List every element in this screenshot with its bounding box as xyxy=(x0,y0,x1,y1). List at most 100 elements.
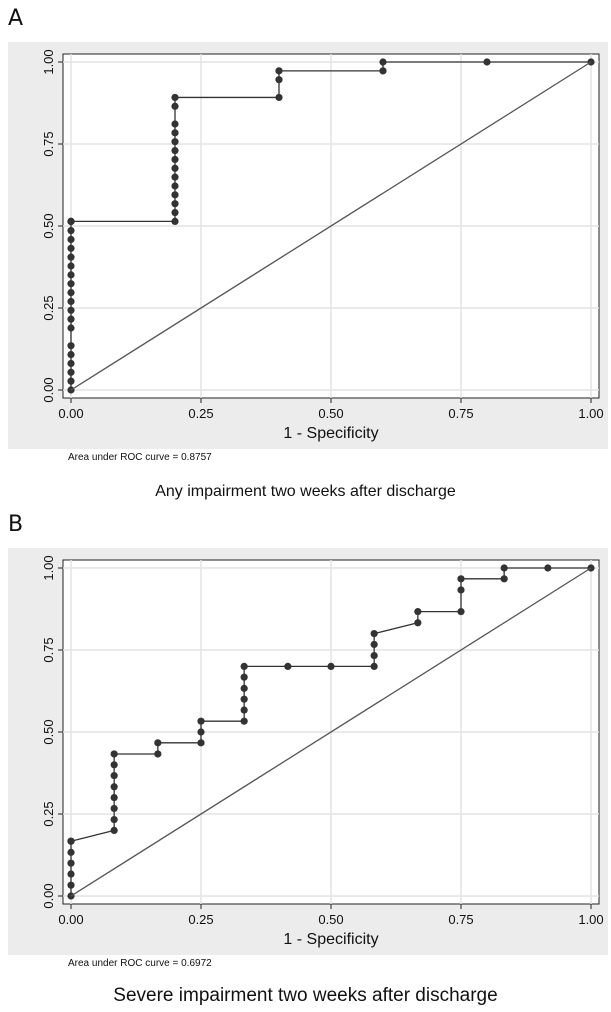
roc-point xyxy=(544,564,552,572)
x-tick-label: 0.75 xyxy=(448,406,473,421)
roc-point xyxy=(379,58,387,66)
roc-point xyxy=(67,315,75,323)
roc-point xyxy=(370,651,378,660)
roc-point xyxy=(379,67,387,75)
x-axis-title: 1 - Specificity xyxy=(283,931,378,948)
y-tick-label: 0.25 xyxy=(41,295,56,320)
roc-point xyxy=(370,662,378,670)
roc-point xyxy=(370,630,378,638)
roc-point xyxy=(67,870,75,878)
roc-point xyxy=(457,575,465,583)
roc-point xyxy=(67,350,75,359)
roc-point xyxy=(197,728,205,736)
reference-line xyxy=(70,567,592,897)
y-tick-label: 0.50 xyxy=(41,213,56,238)
auc-annotation: Area under ROC curve = 0.6972 xyxy=(68,958,212,969)
y-tick-label: 1.00 xyxy=(41,49,56,74)
roc-point xyxy=(67,288,75,297)
roc-point xyxy=(110,826,118,834)
roc-point xyxy=(457,586,465,594)
roc-point xyxy=(171,146,179,155)
chart-caption: Any impairment two weeks after discharge xyxy=(155,483,456,500)
roc-point xyxy=(275,76,283,84)
roc-point xyxy=(154,739,162,747)
roc-point xyxy=(171,217,179,226)
roc-point xyxy=(67,271,75,279)
roc-point xyxy=(240,662,248,670)
roc-point xyxy=(110,815,118,824)
roc-point xyxy=(67,226,75,235)
roc-point xyxy=(500,575,508,583)
x-tick-label: 0.00 xyxy=(58,912,83,927)
roc-curve xyxy=(70,61,591,390)
roc-point xyxy=(171,129,179,137)
roc-point xyxy=(240,717,248,725)
roc-point xyxy=(154,750,162,758)
roc-point xyxy=(414,619,422,627)
roc-point xyxy=(483,58,491,66)
roc-point xyxy=(67,253,75,261)
roc-point xyxy=(414,608,422,616)
roc-point xyxy=(284,662,292,670)
roc-point xyxy=(67,217,75,226)
x-tick-label: 1.00 xyxy=(578,912,603,927)
roc-point xyxy=(171,102,179,110)
roc-point xyxy=(67,297,75,306)
panel-label: A xyxy=(8,6,24,31)
roc-point xyxy=(67,848,75,856)
roc-point xyxy=(67,359,75,368)
roc-point xyxy=(171,191,179,199)
roc-point xyxy=(171,120,179,128)
roc-point xyxy=(457,608,465,616)
roc-point xyxy=(67,280,75,288)
roc-point xyxy=(67,342,75,350)
chart-caption: Severe impairment two weeks after discha… xyxy=(113,985,498,1006)
y-tick-label: 0.25 xyxy=(41,801,56,826)
roc-point xyxy=(171,182,179,190)
roc-chart-a: 0.000.00 0.25 0.25 0.50 0.50 0.75 0.75 1.00 1.00… xyxy=(41,49,604,463)
roc-point xyxy=(500,564,508,572)
roc-point xyxy=(171,138,179,146)
roc-point xyxy=(327,662,335,670)
roc-point xyxy=(67,859,75,867)
auc-annotation: Area under ROC curve = 0.8757 xyxy=(68,452,212,463)
roc-point xyxy=(67,368,75,376)
roc-point xyxy=(240,673,248,681)
roc-point xyxy=(110,794,118,802)
roc-point xyxy=(110,750,118,758)
x-tick-label: 1.00 xyxy=(578,406,603,421)
roc-point xyxy=(171,155,179,164)
roc-curve xyxy=(70,567,591,896)
roc-chart-b: 0.000.00 0.25 0.25 0.50 0.50 0.75 0.75 1.00 1.00… xyxy=(41,555,604,969)
roc-point xyxy=(370,640,378,649)
roc-point xyxy=(67,837,75,845)
roc-point xyxy=(110,783,118,791)
panel-a: A 0.00 0.00 0.25 0.25 0.50 0.50 0.75 0.75 1.00 1.… xyxy=(8,6,608,500)
x-tick-label: 0.25 xyxy=(188,406,213,421)
roc-point xyxy=(67,377,75,385)
roc-point xyxy=(171,208,179,217)
y-tick-label: 0.00 xyxy=(41,377,56,402)
roc-point xyxy=(197,739,205,747)
roc-point xyxy=(67,324,75,332)
roc-point xyxy=(67,235,75,244)
roc-point xyxy=(275,93,283,102)
roc-point xyxy=(171,164,179,172)
x-tick-label: 0.75 xyxy=(448,912,473,927)
roc-point xyxy=(67,244,75,252)
y-tick-label: 0.75 xyxy=(41,131,56,156)
roc-point xyxy=(67,881,75,889)
roc-point xyxy=(110,761,118,769)
panel-b: B 0.00 0.00 0.25 0.25 0.50 0.50 0.75 0.75 1.00 1.… xyxy=(0,506,611,1012)
roc-point xyxy=(171,93,179,102)
roc-point xyxy=(275,67,283,75)
y-tick-label: 1.00 xyxy=(41,555,56,580)
roc-point xyxy=(240,684,248,692)
x-tick-label: 0.00 xyxy=(58,406,83,421)
x-axis-title: 1 - Specificity xyxy=(283,425,378,442)
y-tick-label: 0.00 xyxy=(41,883,56,908)
y-tick-label: 0.50 xyxy=(41,719,56,744)
roc-point xyxy=(67,262,75,270)
roc-point xyxy=(110,804,118,813)
roc-point xyxy=(197,717,205,725)
